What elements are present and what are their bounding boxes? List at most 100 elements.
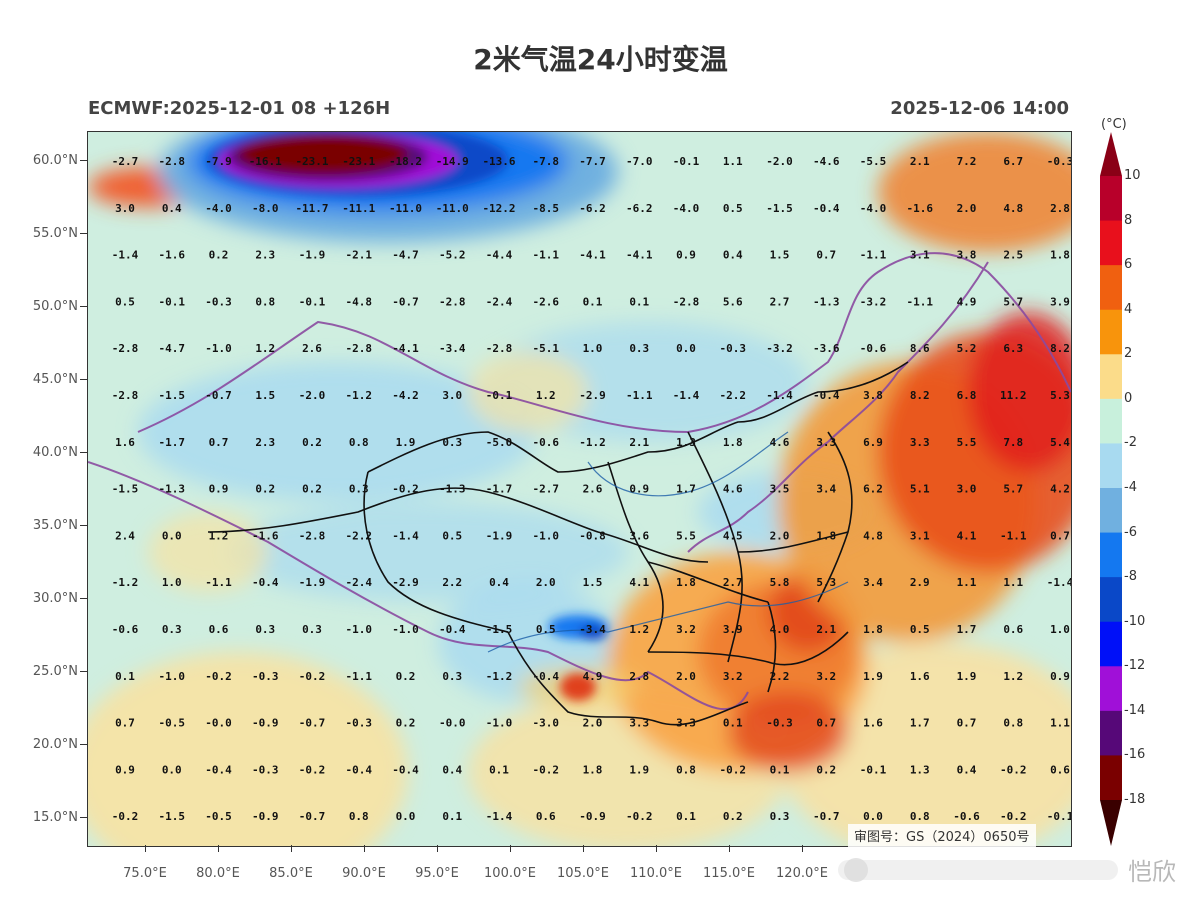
grid-value-label: 8.2 xyxy=(910,389,930,402)
grid-value-label: -1.4 xyxy=(1047,576,1071,589)
grid-value-label: -1.9 xyxy=(299,576,326,589)
grid-value-label: -0.2 xyxy=(1000,810,1027,823)
grid-value-label: 6.8 xyxy=(957,389,977,402)
colorbar-swatch xyxy=(1100,666,1122,712)
grid-value-label: 2.9 xyxy=(910,576,930,589)
grid-value-label: 0.9 xyxy=(629,483,649,496)
grid-value-label: 4.6 xyxy=(770,436,790,449)
grid-value-label: -4.8 xyxy=(346,295,373,308)
colorbar-tick-label: -12 xyxy=(1124,658,1146,674)
grid-value-label: -2.1 xyxy=(346,249,373,262)
grid-value-label: -1.4 xyxy=(673,389,700,402)
grid-value-label: 3.0 xyxy=(442,389,462,402)
lon-tick xyxy=(583,845,584,852)
lon-label: 120.0°E xyxy=(776,866,828,881)
grid-value-label: 3.9 xyxy=(723,623,743,636)
grid-value-label: -0.1 xyxy=(673,155,700,168)
grid-value-label: -2.4 xyxy=(486,295,513,308)
grid-value-label: 1.9 xyxy=(396,436,416,449)
grid-value-label: -0.3 xyxy=(252,670,279,683)
grid-value-label: -2.8 xyxy=(486,342,513,355)
grid-value-label: -0.2 xyxy=(205,670,232,683)
grid-value-label: 2.0 xyxy=(536,576,556,589)
lat-tick xyxy=(80,744,87,745)
grid-value-label: -0.4 xyxy=(205,763,232,776)
grid-value-label: -1.2 xyxy=(346,389,373,402)
grid-value-label: 0.7 xyxy=(957,717,977,730)
grid-value-label: -0.6 xyxy=(533,436,560,449)
grid-value-label: -4.1 xyxy=(626,249,653,262)
grid-value-label: -1.6 xyxy=(907,202,934,215)
grid-value-label: 2.6 xyxy=(302,342,322,355)
grid-value-label: 2.2 xyxy=(442,576,462,589)
grid-value-label: 0.7 xyxy=(209,436,229,449)
grid-value-label: 3.3 xyxy=(629,717,649,730)
grid-value-label: 0.2 xyxy=(302,436,322,449)
colorbar-tick-label: 8 xyxy=(1124,212,1133,228)
grid-value-label: 1.7 xyxy=(676,483,696,496)
grid-value-label: -1.4 xyxy=(486,810,513,823)
grid-value-label: -1.5 xyxy=(112,483,139,496)
grid-value-label: -3.4 xyxy=(579,623,606,636)
grid-value-label: -0.1 xyxy=(159,295,186,308)
grid-value-label: 0.1 xyxy=(489,763,509,776)
grid-value-label: -1.2 xyxy=(112,576,139,589)
grid-value-label: -1.1 xyxy=(346,670,373,683)
lat-tick xyxy=(80,817,87,818)
grid-value-label: 2.0 xyxy=(583,717,603,730)
grid-value-label: -5.5 xyxy=(860,155,887,168)
grid-value-label: -0.7 xyxy=(813,810,840,823)
colorbar-tick-label: -16 xyxy=(1124,747,1146,763)
national-borders xyxy=(88,252,1071,711)
grid-value-label: 0.1 xyxy=(442,810,462,823)
colorbar-swatch xyxy=(1100,532,1122,578)
grid-value-label: -1.4 xyxy=(766,389,793,402)
colorbar-tick-label: -6 xyxy=(1124,524,1137,540)
map-approval-stamp: 审图号：GS（2024）0650号 xyxy=(848,824,1036,847)
grid-value-label: 1.1 xyxy=(957,576,977,589)
lat-tick xyxy=(80,452,87,453)
grid-value-label: 3.0 xyxy=(115,202,135,215)
grid-value-label: 1.3 xyxy=(910,763,930,776)
grid-value-label: 2.5 xyxy=(1003,249,1023,262)
grid-value-label: -1.2 xyxy=(486,670,513,683)
grid-value-label: -0.3 xyxy=(346,717,373,730)
grid-value-label: 3.2 xyxy=(723,670,743,683)
colorbar-swatch xyxy=(1100,488,1122,534)
colorbar-tick-label: 10 xyxy=(1124,168,1141,183)
grid-value-label: -4.7 xyxy=(392,249,419,262)
grid-value-label: -0.6 xyxy=(860,342,887,355)
grid-value-label: -5.2 xyxy=(439,249,466,262)
grid-value-label: 0.3 xyxy=(442,436,462,449)
grid-value-label: 0.5 xyxy=(115,295,135,308)
colorbar-tick-label: -8 xyxy=(1124,569,1137,585)
colorbar xyxy=(1100,132,1122,846)
lon-tick xyxy=(802,845,803,852)
watermark-graphic xyxy=(838,858,1118,882)
grid-value-label: -1.0 xyxy=(533,529,560,542)
grid-value-label: -0.2 xyxy=(392,483,419,496)
lon-tick xyxy=(437,845,438,852)
colorbar-swatch xyxy=(1100,443,1122,489)
grid-value-label: 2.8 xyxy=(1050,202,1070,215)
grid-value-label: 5.5 xyxy=(957,436,977,449)
grid-value-label: -0.4 xyxy=(346,763,373,776)
map-panel[interactable]: -2.7 -2.8 -7.9 -16.1 -23.1 -23.1 -18.2 -14.9 -13… xyxy=(87,131,1072,847)
grid-value-label: -0.5 xyxy=(159,717,186,730)
lat-label: 20.0°N xyxy=(32,737,78,752)
colorbar-tick-label: -4 xyxy=(1124,480,1137,495)
grid-value-label: 5.7 xyxy=(1003,483,1023,496)
lon-tick xyxy=(291,845,292,852)
grid-value-label: -2.0 xyxy=(766,155,793,168)
grid-value-label: -7.9 xyxy=(205,155,232,168)
grid-value-label: 1.1 xyxy=(723,155,743,168)
grid-value-label: 1.2 xyxy=(1003,670,1023,683)
colorbar-tick-label: -14 xyxy=(1124,702,1146,718)
grid-value-label: 0.3 xyxy=(629,342,649,355)
grid-value-label: 0.2 xyxy=(396,670,416,683)
grid-value-label: 1.2 xyxy=(255,342,275,355)
grid-value-label: -2.6 xyxy=(533,295,560,308)
chart-title: 2米气温24小时变温 xyxy=(473,43,728,76)
colorbar-tick-label: 4 xyxy=(1124,301,1133,317)
grid-value-label: 3.5 xyxy=(770,483,790,496)
